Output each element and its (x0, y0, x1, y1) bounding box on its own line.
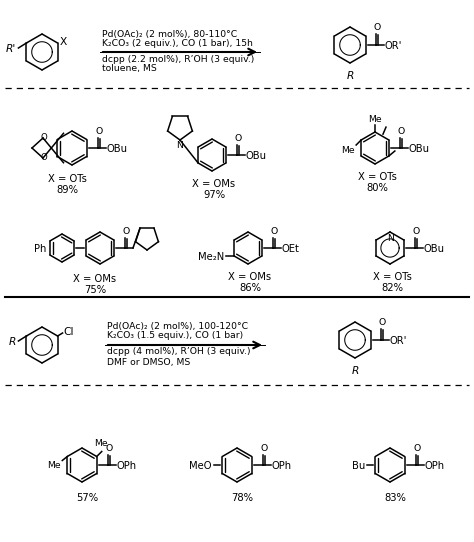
Text: X = OMs: X = OMs (73, 274, 117, 284)
Text: 97%: 97% (203, 190, 225, 200)
Text: O: O (95, 127, 103, 136)
Text: OR': OR' (385, 41, 402, 51)
Text: 78%: 78% (231, 493, 253, 503)
Text: X = OMs: X = OMs (192, 179, 236, 189)
Text: DMF or DMSO, MS: DMF or DMSO, MS (107, 358, 190, 366)
Text: O: O (234, 134, 242, 143)
Text: Me₂N: Me₂N (198, 252, 224, 262)
Text: Me: Me (368, 115, 382, 124)
Text: O: O (412, 227, 419, 236)
Text: X = OTs: X = OTs (357, 172, 396, 182)
Text: 83%: 83% (384, 493, 406, 503)
Text: K₂CO₃ (1.5 equiv.), CO (1 bar): K₂CO₃ (1.5 equiv.), CO (1 bar) (107, 332, 243, 340)
Text: Pd(OAc)₂ (2 mol%), 80-110°C: Pd(OAc)₂ (2 mol%), 80-110°C (102, 29, 237, 38)
Text: OR': OR' (390, 336, 408, 346)
Text: 75%: 75% (84, 285, 106, 295)
Text: OPh: OPh (272, 461, 292, 471)
Text: N: N (388, 234, 394, 243)
Text: OBu: OBu (246, 151, 267, 161)
Text: R': R' (6, 44, 17, 54)
Text: Me: Me (342, 146, 355, 155)
Text: X: X (60, 37, 67, 47)
Text: R: R (351, 366, 359, 376)
Text: O: O (270, 227, 278, 236)
Text: O: O (41, 153, 47, 163)
Text: OBu: OBu (409, 144, 430, 154)
Text: K₂CO₃ (2 equiv.), CO (1 bar), 15h: K₂CO₃ (2 equiv.), CO (1 bar), 15h (102, 38, 253, 48)
Text: O: O (41, 133, 47, 143)
Text: X = OTs: X = OTs (47, 174, 86, 184)
Text: toluene, MS: toluene, MS (102, 64, 157, 74)
Text: dcpp (2.2 mol%), R’OH (3 equiv.): dcpp (2.2 mol%), R’OH (3 equiv.) (102, 55, 254, 63)
Text: N: N (176, 141, 183, 150)
Text: O: O (260, 444, 268, 453)
Text: OEt: OEt (282, 244, 300, 254)
Text: OBu: OBu (107, 144, 128, 154)
Text: X = OTs: X = OTs (373, 272, 411, 282)
Text: Pd(OAc)₂ (2 mol%), 100-120°C: Pd(OAc)₂ (2 mol%), 100-120°C (107, 322, 248, 332)
Text: O: O (122, 227, 129, 236)
Text: 82%: 82% (381, 283, 403, 293)
Text: O: O (397, 127, 405, 136)
Text: Bu: Bu (352, 461, 365, 471)
Text: OPh: OPh (425, 461, 445, 471)
Text: 86%: 86% (239, 283, 261, 293)
Text: O: O (105, 444, 113, 453)
Text: O: O (374, 23, 381, 32)
Text: Cl: Cl (64, 327, 74, 337)
Text: MeO: MeO (190, 461, 212, 471)
Text: X = OMs: X = OMs (228, 272, 272, 282)
Text: Ph: Ph (34, 244, 46, 254)
Text: R: R (346, 71, 354, 81)
Text: Me: Me (94, 440, 108, 448)
Text: dcpp (4 mol%), R’OH (3 equiv.): dcpp (4 mol%), R’OH (3 equiv.) (107, 347, 250, 357)
Text: 57%: 57% (76, 493, 98, 503)
Text: 89%: 89% (56, 185, 78, 195)
Text: O: O (378, 318, 386, 327)
Text: OPh: OPh (117, 461, 137, 471)
Text: 80%: 80% (366, 183, 388, 193)
Text: Me: Me (46, 461, 60, 470)
Text: R: R (9, 337, 17, 347)
Text: OBu: OBu (424, 244, 445, 254)
Text: O: O (413, 444, 420, 453)
